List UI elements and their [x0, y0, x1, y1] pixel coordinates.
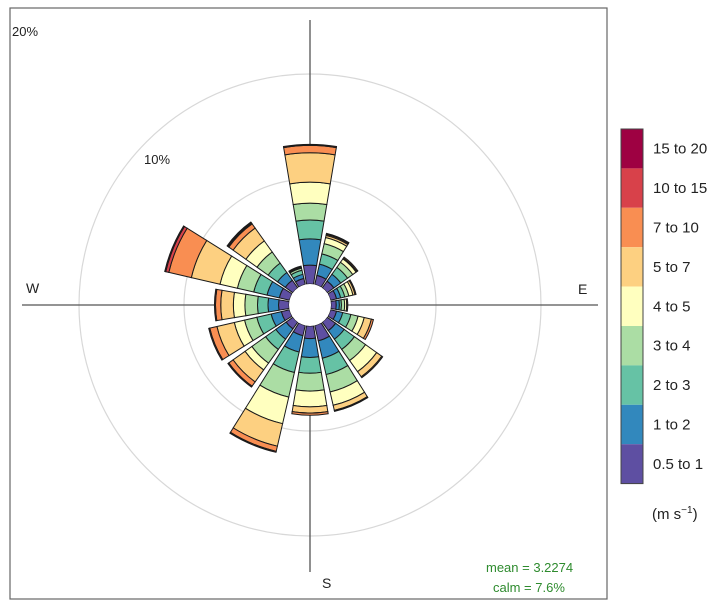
calm-circle [289, 284, 331, 326]
legend-swatch-1 [621, 404, 643, 445]
petal-sw-bin-7 [227, 362, 253, 388]
legend-swatch-4 [621, 286, 643, 326]
petal-n-bin-5 [284, 152, 336, 185]
petal-w-bin-3 [244, 293, 259, 317]
petal-n-bin-2 [295, 219, 325, 241]
petal-wnw-bin-8 [164, 225, 186, 273]
legend-swatch-8 [621, 129, 643, 169]
petal-w-bin-7 [213, 288, 218, 322]
legend-swatch-7 [621, 168, 643, 208]
petal-e-bin-0 [330, 300, 337, 310]
legend-label-6: 7 to 10 [653, 220, 699, 237]
legend-label-8: 15 to 20 [653, 141, 707, 158]
petal-n-bin-7 [282, 143, 338, 149]
legend-label-0: 0.5 to 1 [653, 456, 703, 473]
petal-s-bin-1 [300, 337, 320, 358]
legend-swatch-0 [621, 444, 643, 484]
mean-stat: mean = 3.2274 [486, 560, 573, 575]
legend-swatch-3 [621, 326, 643, 366]
petal-nne-bin-7 [325, 232, 350, 245]
units-label-superscript: −1 [681, 505, 693, 516]
petal-w-bin-4 [232, 291, 247, 319]
legend-label-2: 2 to 3 [653, 377, 691, 394]
legend-label-5: 5 to 7 [653, 259, 691, 276]
petal-s-bin-3 [295, 371, 325, 392]
petal-sse-bin-6 [333, 396, 369, 413]
petal-w-bin-1 [267, 297, 280, 313]
petal-s-bin-0 [303, 325, 317, 340]
units-label: (m s−1) [652, 505, 698, 523]
legend-swatch-2 [621, 365, 643, 405]
petal-ese-bin-6 [362, 318, 375, 341]
compass-label-west: W [26, 280, 40, 296]
legend-label-4: 4 to 5 [653, 298, 691, 315]
petal-nw-bin-8 [226, 221, 253, 248]
petal-w-bin-5 [220, 289, 235, 321]
legend-label-7: 10 to 15 [653, 180, 707, 197]
petal-se-bin-6 [360, 355, 384, 379]
units-label-main: (m s [652, 506, 681, 523]
petal-s-bin-6 [291, 411, 329, 416]
petal-wsw-bin-7 [208, 327, 224, 361]
petal-ssw-bin-7 [229, 431, 277, 453]
petal-e-bin-5 [345, 298, 349, 312]
petal-ne-bin-6 [342, 256, 359, 273]
wind-rose-petals [164, 143, 384, 453]
petal-s-bin-2 [298, 356, 322, 374]
compass-label-east: E [578, 281, 587, 297]
petal-w-bin-0 [278, 299, 290, 311]
legend-swatch-5 [621, 247, 643, 287]
petal-n-bin-1 [298, 238, 322, 267]
legend-label-3: 3 to 4 [653, 338, 691, 355]
speed-legend: 15 to 20 10 to 15 7 to 10 5 to 7 4 to 5 3 to … [620, 128, 707, 485]
legend-label-1: 1 to 2 [653, 417, 691, 434]
legend-swatch-6 [621, 207, 643, 248]
petal-ene-bin-6 [348, 279, 357, 296]
ring-label-20: 20% [12, 24, 38, 39]
petal-nnw-bin-5 [288, 265, 302, 273]
compass-label-south: S [322, 575, 331, 591]
ring-label-10: 10% [144, 152, 170, 167]
petal-n-bin-4 [289, 181, 331, 206]
petal-w-bin-2 [257, 295, 270, 315]
petal-n-bin-3 [292, 202, 328, 222]
calm-stat: calm = 7.6% [493, 580, 565, 595]
petal-s-bin-4 [292, 389, 328, 408]
units-label-close: ) [693, 506, 698, 523]
legend-frame [620, 128, 644, 485]
